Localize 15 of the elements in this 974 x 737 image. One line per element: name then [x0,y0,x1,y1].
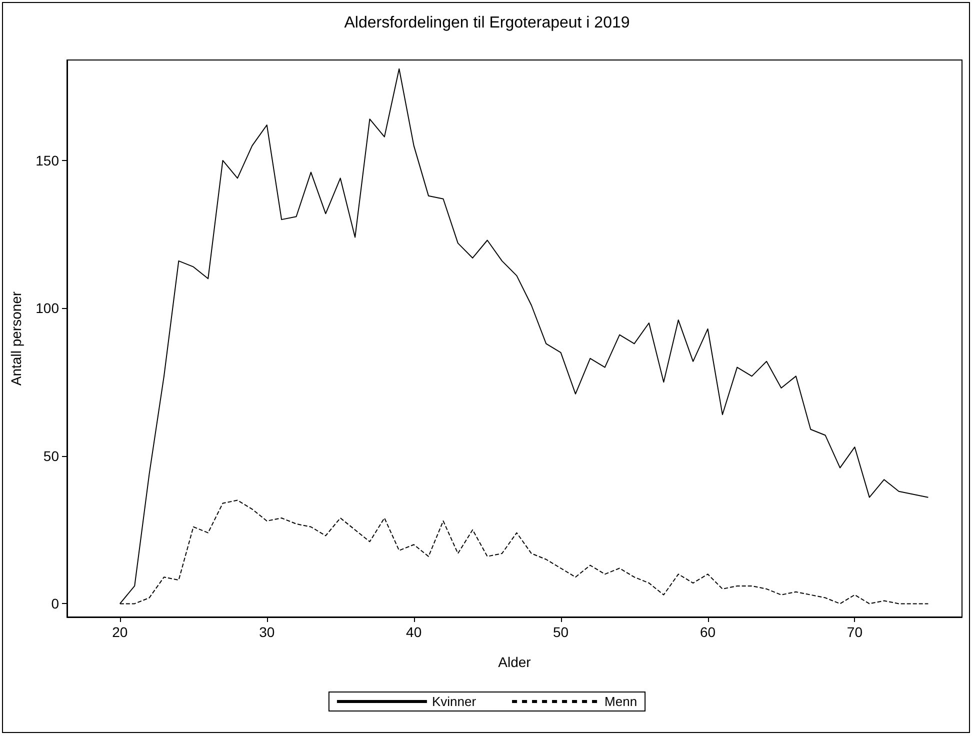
y-tick-label: 50 [43,448,60,464]
x-tick-label: 70 [846,624,863,640]
x-tick-label: 50 [553,624,569,640]
chart-title: Aldersfordelingen til Ergoterapeut i 2019 [344,14,630,32]
x-tick-label: 30 [259,624,275,640]
x-tick-label: 40 [406,624,422,640]
y-tick-label: 0 [51,596,60,612]
x-tick-label: 20 [112,624,128,640]
legend-label: Menn [604,694,638,709]
y-tick-label: 150 [36,152,60,168]
x-axis-title: Alder [498,654,532,670]
y-tick-label: 100 [36,300,60,316]
x-tick-label: 60 [700,624,716,640]
legend-label: Kvinner [432,694,477,709]
y-axis-title: Antall personer [8,291,24,386]
